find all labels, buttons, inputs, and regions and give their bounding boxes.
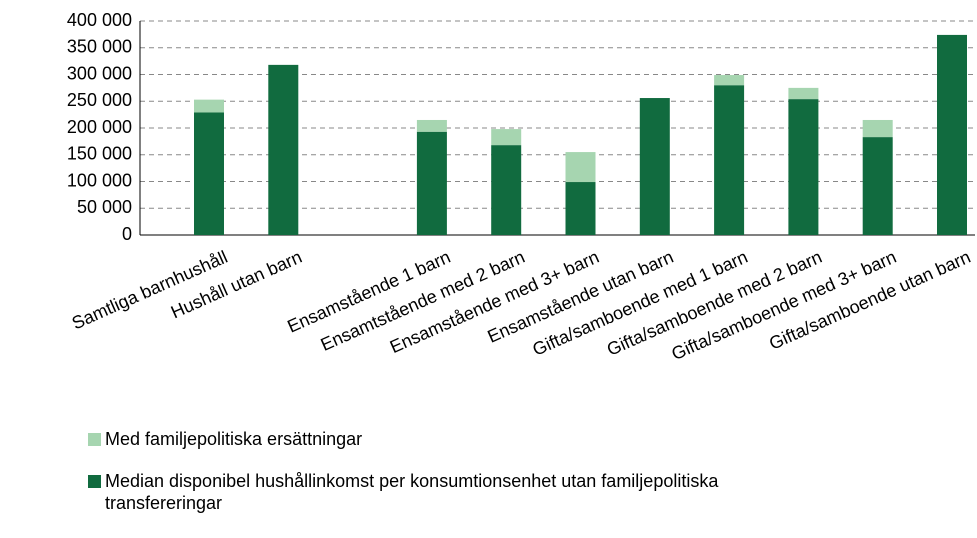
bar-segment	[194, 99, 224, 113]
bar-segment	[416, 119, 447, 132]
y-tick-label: 50 000	[77, 197, 132, 217]
y-tick-label: 250 000	[67, 90, 132, 110]
legend-item: Med familjepolitiska ersättningar	[88, 428, 788, 450]
bar-segment	[714, 85, 745, 235]
bar-segment	[937, 34, 967, 235]
bar-segment	[194, 112, 224, 235]
bar-segment	[788, 99, 819, 235]
bar-segment	[565, 182, 596, 235]
y-tick-label: 400 000	[67, 10, 132, 30]
y-tick-label: 150 000	[67, 144, 132, 164]
y-tick-label: 200 000	[67, 117, 132, 137]
legend-item: Median disponibel hushållinkomst per kon…	[88, 470, 788, 514]
bar-segment	[565, 152, 596, 183]
bar-segment	[862, 137, 893, 235]
bar-segment	[714, 75, 745, 86]
legend-label: Med familjepolitiska ersättningar	[105, 429, 363, 449]
legend-swatch	[88, 475, 101, 488]
legend-label: Median disponibel hushållinkomst per kon…	[105, 471, 719, 513]
bar-segment	[639, 98, 670, 235]
plot: 0 50 000 100 000 150 000 200 000 250 000 300 0…	[67, 10, 975, 364]
bar-segment	[416, 131, 447, 235]
bar-segment	[491, 145, 522, 235]
bar-segment	[862, 119, 893, 138]
y-tick-label: 100 000	[67, 170, 132, 190]
legend-swatch	[88, 433, 101, 446]
x-tick-label: Hushåll utan barn	[168, 247, 305, 323]
bar-segment	[491, 129, 522, 146]
y-tick-label: 0	[122, 224, 132, 244]
bar-segment	[788, 87, 819, 100]
legend: Med familjepolitiska ersättningar Median …	[88, 428, 788, 534]
bar-segment	[268, 64, 299, 236]
y-tick-label: 300 000	[67, 63, 132, 83]
y-tick-label: 350 000	[67, 37, 132, 57]
